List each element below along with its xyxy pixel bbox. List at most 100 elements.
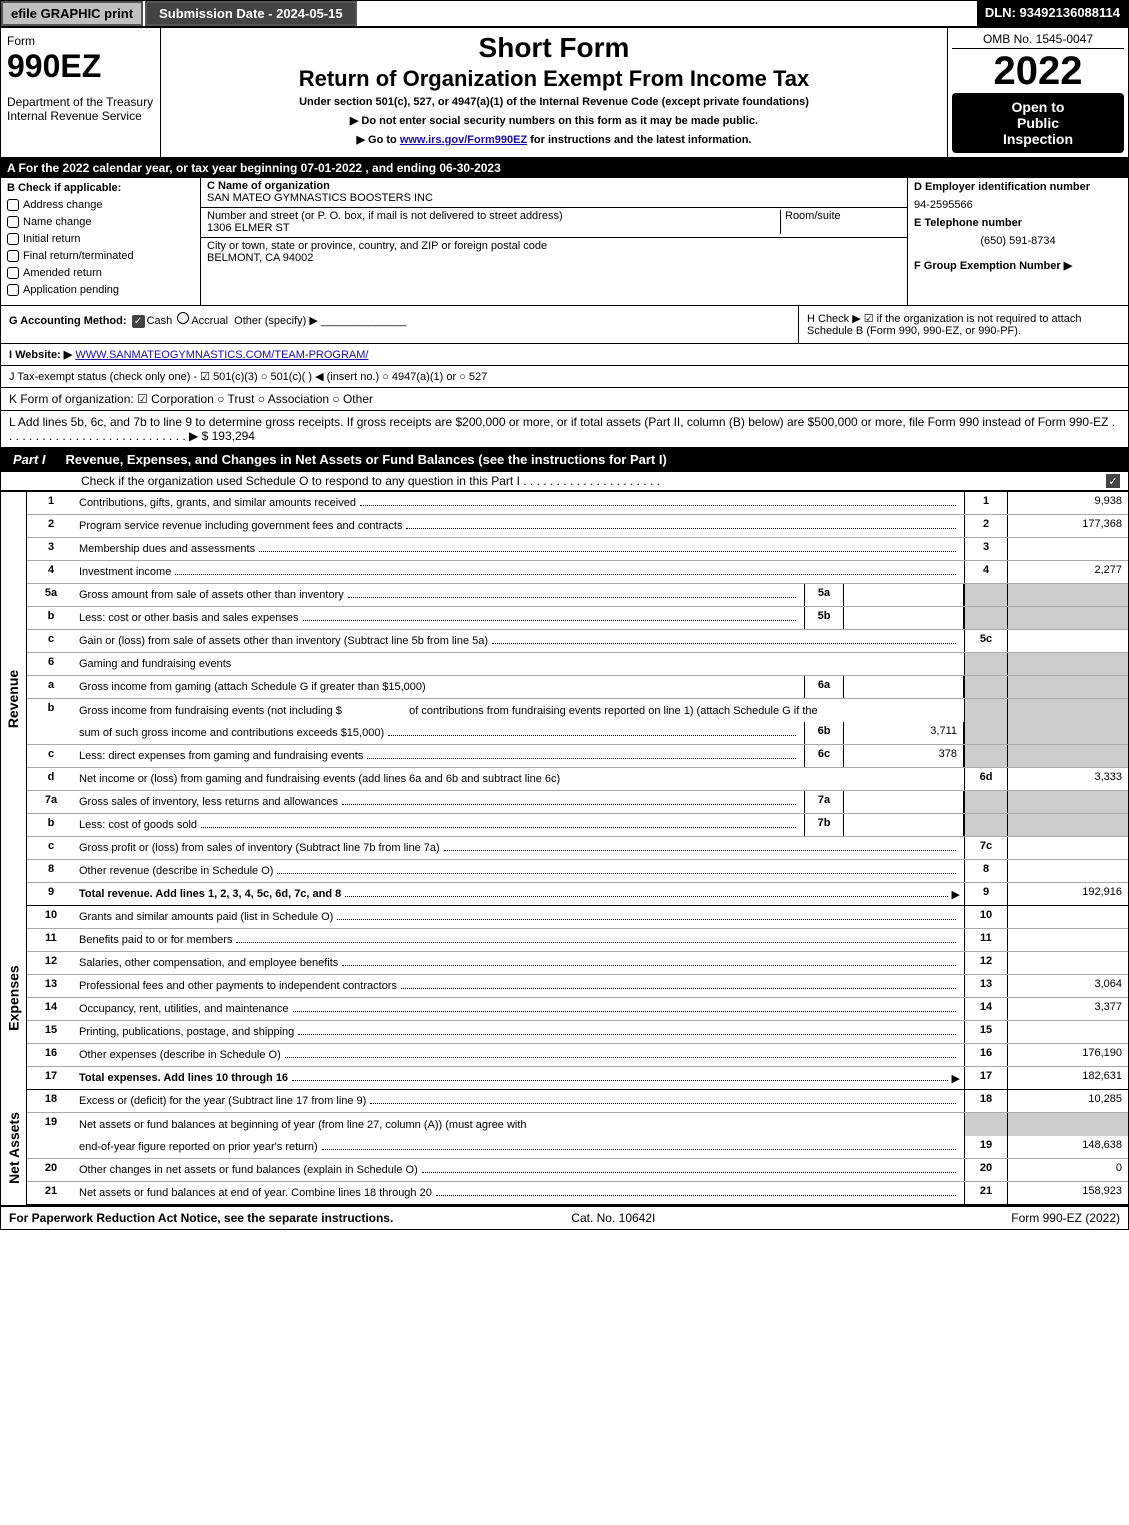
part1-sub-text: Check if the organization used Schedule … xyxy=(81,474,660,488)
line-19b: end-of-year figure reported on prior yea… xyxy=(27,1136,1128,1159)
line-out-num: 10 xyxy=(964,906,1008,928)
line-num: 3 xyxy=(27,538,75,560)
mini-val xyxy=(844,814,964,836)
line-5b: b Less: cost or other basis and sales ex… xyxy=(27,607,1128,630)
revenue-lines: 1 Contributions, gifts, grants, and simi… xyxy=(27,492,1128,906)
line-num: 10 xyxy=(27,906,75,928)
line-desc: Investment income xyxy=(75,561,964,583)
header-center: Short Form Return of Organization Exempt… xyxy=(161,28,948,157)
line-desc: Gross income from fundraising events (no… xyxy=(75,699,964,722)
shaded-cell xyxy=(1008,791,1128,813)
line-out-num: 19 xyxy=(964,1136,1008,1158)
chk-address-change[interactable]: Address change xyxy=(7,199,194,211)
chk-name-change[interactable]: Name change xyxy=(7,216,194,228)
line-out-num: 15 xyxy=(964,1021,1008,1043)
line-out-num: 3 xyxy=(964,538,1008,560)
form-number: 990EZ xyxy=(7,48,154,85)
chk-amended-return[interactable]: Amended return xyxy=(7,267,194,279)
netassets-lines: 18Excess or (deficit) for the year (Subt… xyxy=(27,1090,1128,1205)
line-9: 9 Total revenue. Add lines 1, 2, 3, 4, 5… xyxy=(27,883,1128,906)
box-def: D Employer identification number 94-2595… xyxy=(908,178,1128,305)
line-out-val: 192,916 xyxy=(1008,883,1128,905)
line-num: c xyxy=(27,745,75,767)
line-desc: sum of such gross income and contributio… xyxy=(75,722,804,744)
line-num: 15 xyxy=(27,1021,75,1043)
expenses-section: Expenses 10Grants and similar amounts pa… xyxy=(1,906,1128,1090)
row-i: I Website: ▶ WWW.SANMATEOGYMNASTICS.COM/… xyxy=(1,344,1128,366)
checkbox-icon xyxy=(7,199,19,211)
shaded-cell xyxy=(964,814,1008,836)
line-7c: c Gross profit or (loss) from sales of i… xyxy=(27,837,1128,860)
line-desc: Net assets or fund balances at beginning… xyxy=(75,1113,964,1136)
g-accrual: Accrual xyxy=(191,315,228,327)
line-desc: Grants and similar amounts paid (list in… xyxy=(75,906,964,928)
line-desc: Excess or (deficit) for the year (Subtra… xyxy=(75,1090,964,1112)
checkbox-icon xyxy=(7,284,19,296)
shaded-cell xyxy=(1008,653,1128,675)
line-desc: Professional fees and other payments to … xyxy=(75,975,964,997)
footer-center: Cat. No. 10642I xyxy=(571,1211,655,1225)
i-label: I Website: ▶ xyxy=(9,349,72,361)
net-assets-section: Net Assets 18Excess or (deficit) for the… xyxy=(1,1090,1128,1205)
line-desc: Other expenses (describe in Schedule O) xyxy=(75,1044,964,1066)
city-row: City or town, state or province, country… xyxy=(201,238,907,268)
shaded-cell xyxy=(964,745,1008,767)
line-21: 21Net assets or fund balances at end of … xyxy=(27,1182,1128,1205)
line-num: 8 xyxy=(27,860,75,882)
mini-num: 6b xyxy=(804,722,844,744)
efile-print-button[interactable]: efile GRAPHIC print xyxy=(1,1,143,26)
part1-header: Part I Revenue, Expenses, and Changes in… xyxy=(1,448,1128,472)
line-num: 6 xyxy=(27,653,75,675)
row-l: L Add lines 5b, 6c, and 7b to line 9 to … xyxy=(1,411,1128,448)
check-icon: ✓ xyxy=(1106,474,1120,488)
street-label: Number and street (or P. O. box, if mail… xyxy=(207,210,563,222)
line-num: 11 xyxy=(27,929,75,951)
line-desc: Less: cost or other basis and sales expe… xyxy=(75,607,804,629)
line-num: 9 xyxy=(27,883,75,905)
chk-initial-return[interactable]: Initial return xyxy=(7,233,194,245)
subtitle: Under section 501(c), 527, or 4947(a)(1)… xyxy=(167,96,941,108)
line-out-val: 3,377 xyxy=(1008,998,1128,1020)
line-out-val xyxy=(1008,906,1128,928)
irs-link[interactable]: www.irs.gov/Form990EZ xyxy=(400,134,527,146)
line-out-val xyxy=(1008,837,1128,859)
row-k: K Form of organization: ☑ Corporation ○ … xyxy=(1,388,1128,411)
website-link[interactable]: WWW.SANMATEOGYMNASTICS.COM/TEAM-PROGRAM/ xyxy=(75,349,368,361)
line-desc: Gross amount from sale of assets other t… xyxy=(75,584,804,606)
chk-label: Application pending xyxy=(23,284,119,296)
line-out-num: 6d xyxy=(964,768,1008,790)
line-num xyxy=(27,722,75,744)
shaded-cell xyxy=(1008,745,1128,767)
line-desc: Membership dues and assessments xyxy=(75,538,964,560)
shaded-cell xyxy=(1008,722,1128,744)
chk-final-return[interactable]: Final return/terminated xyxy=(7,250,194,262)
header-right: OMB No. 1545-0047 2022 Open to Public In… xyxy=(948,28,1128,157)
line-num: 19 xyxy=(27,1113,75,1136)
line-num: c xyxy=(27,837,75,859)
org-name-row: C Name of organization SAN MATEO GYMNAST… xyxy=(201,178,907,208)
line-desc: Gain or (loss) from sale of assets other… xyxy=(75,630,964,652)
line-num: 20 xyxy=(27,1159,75,1181)
chk-application-pending[interactable]: Application pending xyxy=(7,284,194,296)
line-10: 10Grants and similar amounts paid (list … xyxy=(27,906,1128,929)
chk-label: Initial return xyxy=(23,233,80,245)
line-out-num: 20 xyxy=(964,1159,1008,1181)
line-11: 11Benefits paid to or for members11 xyxy=(27,929,1128,952)
line-2: 2 Program service revenue including gove… xyxy=(27,515,1128,538)
line-out-val xyxy=(1008,630,1128,652)
line-6b-3: sum of such gross income and contributio… xyxy=(27,722,1128,745)
footer-left: For Paperwork Reduction Act Notice, see … xyxy=(9,1211,393,1225)
line-num: c xyxy=(27,630,75,652)
shaded-cell xyxy=(1008,699,1128,722)
mini-num: 7a xyxy=(804,791,844,813)
part1-tab: Part I xyxy=(1,448,58,471)
mini-val xyxy=(844,584,964,606)
line-out-num: 5c xyxy=(964,630,1008,652)
line-num: 21 xyxy=(27,1182,75,1204)
shaded-cell xyxy=(1008,814,1128,836)
line-out-val xyxy=(1008,860,1128,882)
goto-note: ▶ Go to www.irs.gov/Form990EZ for instru… xyxy=(167,133,941,146)
line-num: 18 xyxy=(27,1090,75,1112)
line-desc: Less: cost of goods sold xyxy=(75,814,804,836)
line-13: 13Professional fees and other payments t… xyxy=(27,975,1128,998)
